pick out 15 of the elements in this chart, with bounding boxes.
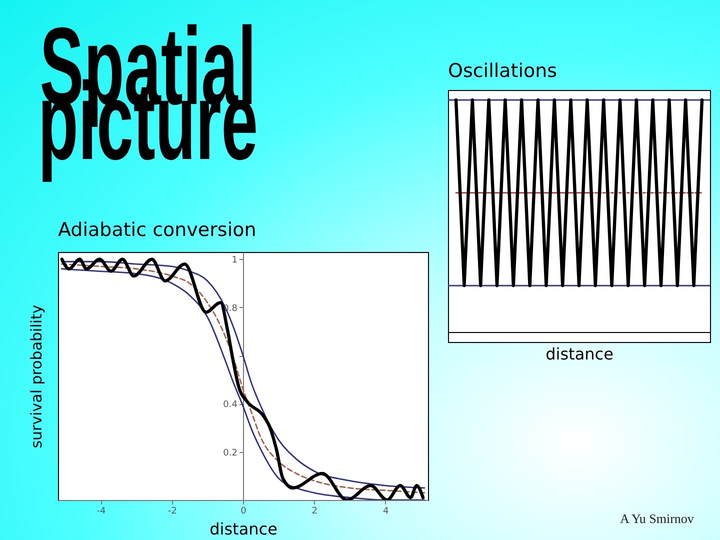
x-tick-label: 0 [240, 506, 247, 516]
x-tick-label: -2 [168, 506, 177, 516]
y-tick-label: 0.4 [223, 400, 238, 410]
x-tick-label: 4 [382, 506, 389, 516]
y-axis-title: survival probability [28, 304, 46, 448]
text: Spatial picture [36, 5, 260, 183]
y-tick-label: 0.2 [223, 448, 238, 458]
chart-title: Adiabatic conversion [58, 219, 256, 241]
text: A Yu Smirnov [620, 511, 694, 527]
x-axis-title: distance [546, 344, 614, 364]
x-tick-label: -4 [96, 506, 106, 516]
x-tick-label: 2 [312, 506, 318, 516]
x-axis-title: distance [210, 520, 278, 538]
y-tick-label: 1 [232, 256, 238, 266]
chart-title: Oscillations [448, 60, 558, 82]
